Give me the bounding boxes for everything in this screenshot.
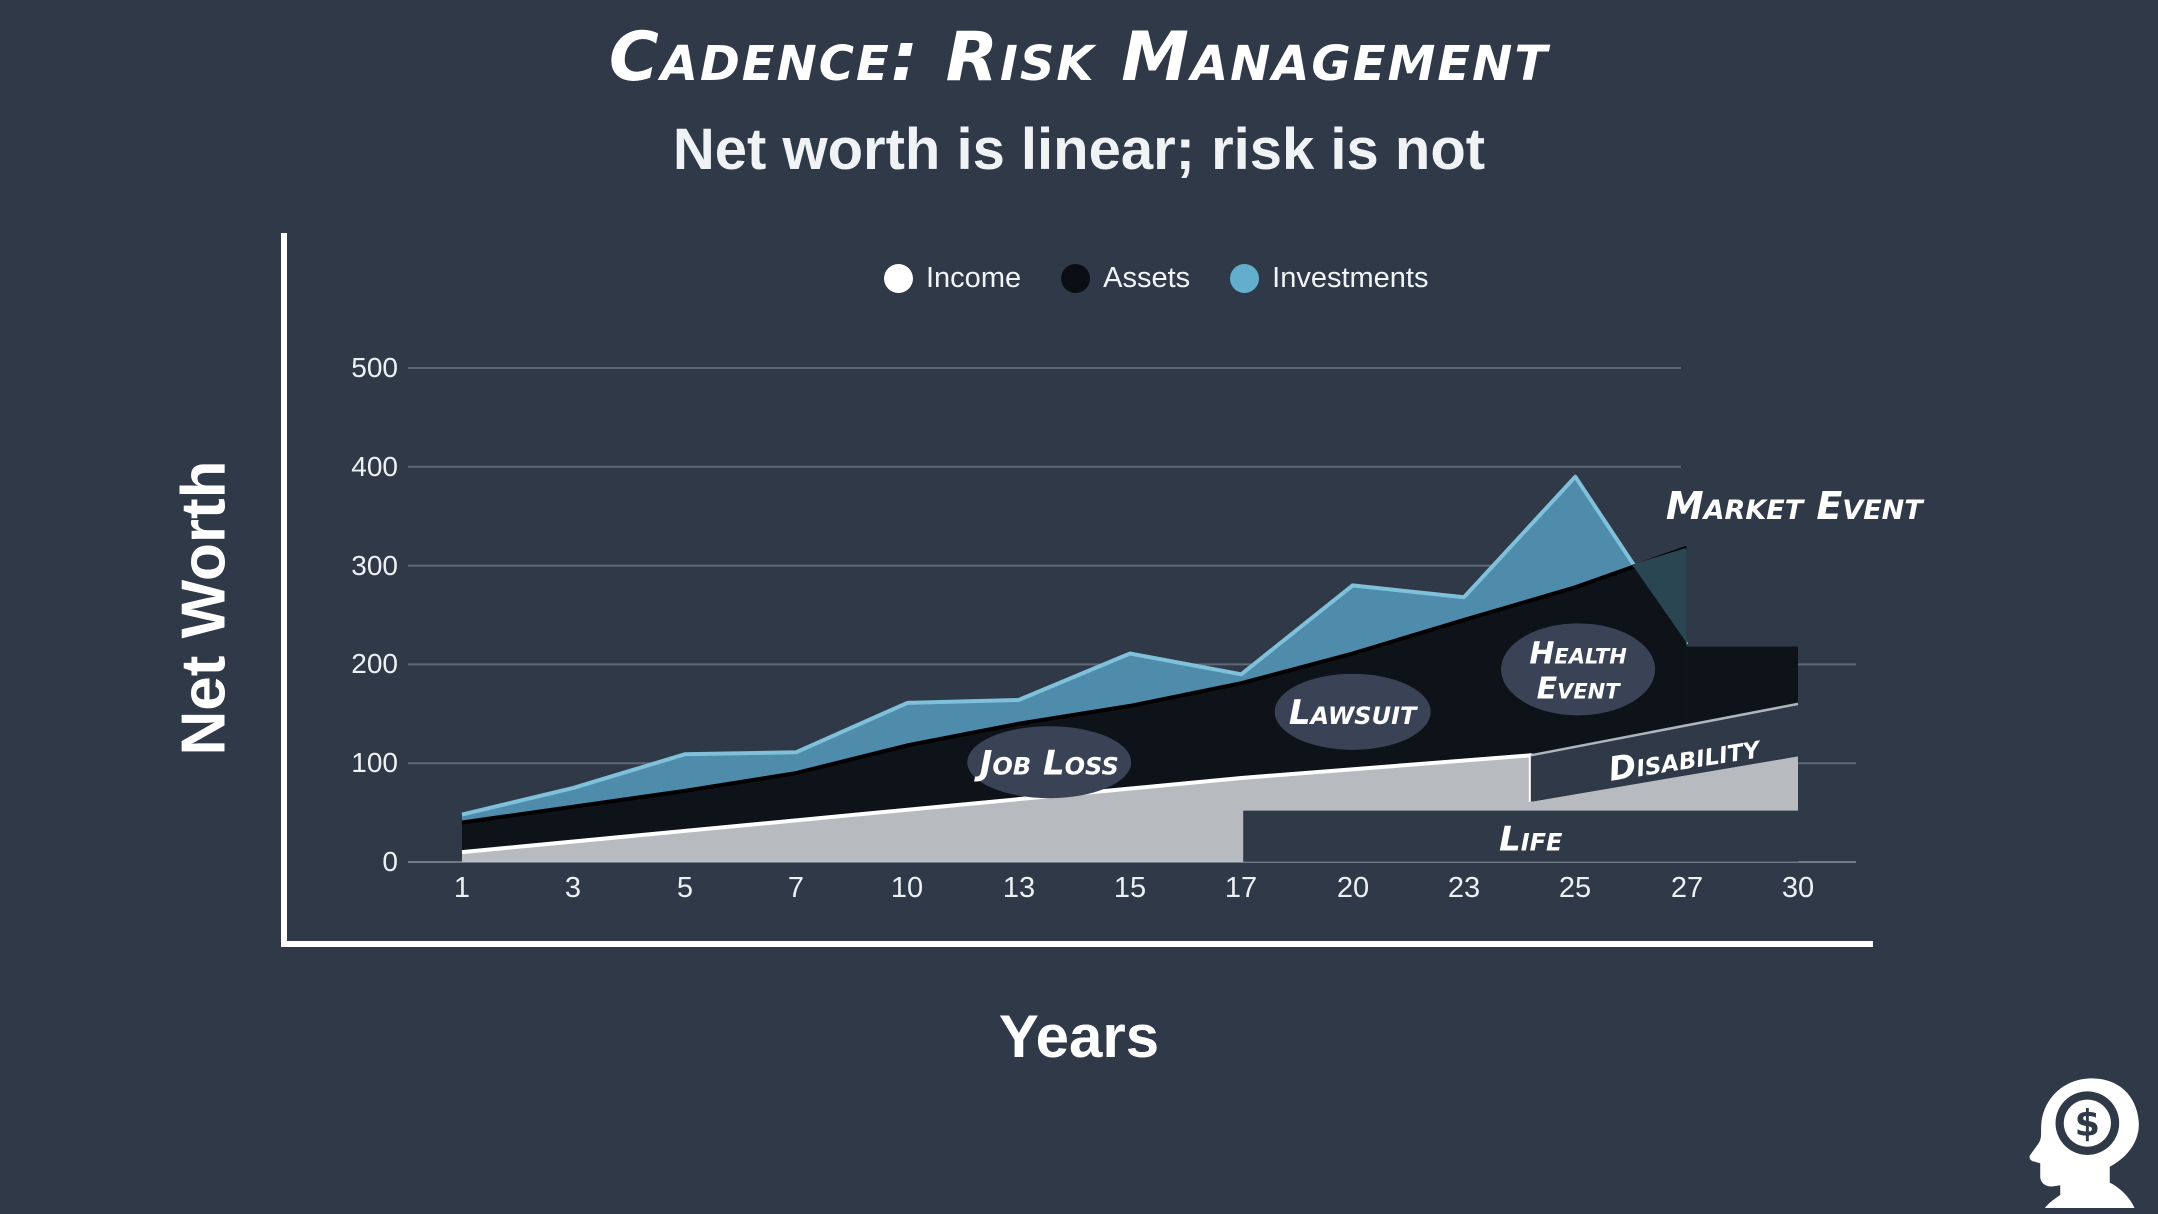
x-tick-30: 30 <box>1781 872 1815 904</box>
dollar-icon: $ <box>2075 1102 2100 1145</box>
page-subtitle: Net worth is linear; risk is not <box>672 117 1486 182</box>
page-title: Cadence: Risk Management <box>608 18 1550 97</box>
mind-money-logo-icon: $ <box>2029 1078 2139 1208</box>
x-tick-27: 27 <box>1670 872 1704 904</box>
x-tick-5: 5 <box>676 872 694 904</box>
job-loss-label: Job Loss <box>974 743 1119 783</box>
life-bar <box>1243 810 1798 862</box>
market-crash-wedge <box>1632 547 1687 643</box>
x-tick-15: 15 <box>1113 872 1147 904</box>
job-loss-bubble <box>967 726 1132 799</box>
life-label: Life <box>1499 820 1563 860</box>
x-tick-17: 17 <box>1224 872 1258 904</box>
legend-label-assets: Assets <box>1103 262 1191 294</box>
x-tick-20: 20 <box>1336 872 1370 904</box>
x-tick-3: 3 <box>564 872 582 904</box>
legend-item-assets: Assets <box>1061 262 1190 295</box>
health-event-label-2: Event <box>1537 671 1622 706</box>
x-tick-13: 13 <box>1002 872 1036 904</box>
y-tick-500: 500 <box>351 352 398 383</box>
x-axis-line <box>281 941 1873 947</box>
health-event-label: Health <box>1529 636 1627 671</box>
y-tick-200: 200 <box>351 648 398 679</box>
investments-line <box>461 474 1689 817</box>
x-axis-title: Years <box>998 1003 1160 1070</box>
lawsuit-bubble <box>1274 673 1431 750</box>
x-tick-25: 25 <box>1558 872 1592 904</box>
x-tick-7: 7 <box>787 872 805 904</box>
assets-line <box>461 545 1688 825</box>
disability-band <box>1530 703 1798 802</box>
y-tick-100: 100 <box>351 747 398 778</box>
y-tick-300: 300 <box>351 550 398 581</box>
disability-band-edge <box>1530 702 1799 757</box>
y-tick-400: 400 <box>351 451 398 482</box>
legend-label-investments: Investments <box>1272 262 1429 294</box>
y-tick-0: 0 <box>382 846 398 877</box>
legend-item-investments: Investments <box>1230 262 1428 295</box>
x-tick-23: 23 <box>1447 872 1481 904</box>
health-event-bubble <box>1501 623 1656 716</box>
x-tick-1: 1 <box>453 872 471 904</box>
market-event-label: Market Event <box>1666 484 1925 528</box>
legend-item-income: Income <box>884 262 1021 295</box>
investments-swatch-icon <box>1230 264 1260 293</box>
legend-label-income: Income <box>926 262 1022 294</box>
x-tick-10: 10 <box>890 872 924 904</box>
assets-swatch-icon <box>1061 264 1091 293</box>
income-swatch-icon <box>884 264 913 293</box>
legend: Income Assets Investments <box>884 262 1428 295</box>
y-axis-line <box>281 233 287 947</box>
lawsuit-label: Lawsuit <box>1289 693 1418 733</box>
